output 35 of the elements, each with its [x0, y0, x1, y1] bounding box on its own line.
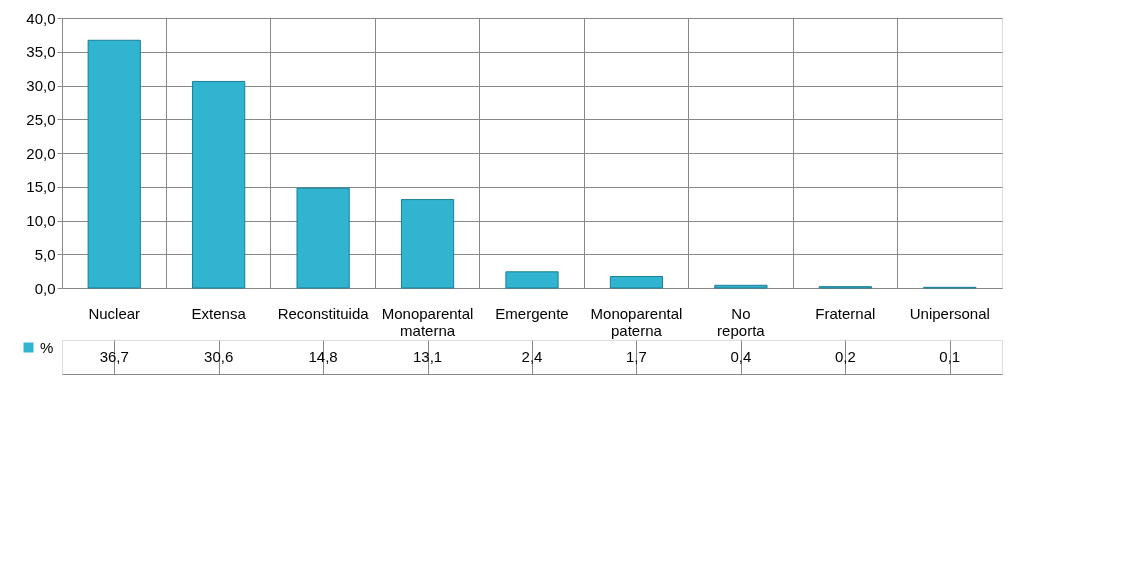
data-label: 14,8 — [308, 348, 338, 365]
x-tick-label: Unipersonal — [909, 304, 990, 322]
x-tick-label: Reconstituida — [277, 304, 370, 322]
bar — [296, 187, 350, 289]
data-label: 0,2 — [834, 348, 856, 365]
data-label: 2,4 — [521, 348, 543, 365]
x-tick-label: Monoparental materna — [381, 304, 474, 339]
data-label: 36,7 — [99, 348, 129, 365]
y-tick-label: 20,0 — [26, 144, 56, 162]
y-tick-label: 5,0 — [34, 245, 56, 263]
x-tick-label: Extensa — [191, 304, 247, 322]
data-label: 0,4 — [730, 348, 752, 365]
x-tick-label: Emergente — [495, 304, 569, 322]
data-label: 0,1 — [939, 348, 961, 365]
legend-label: % — [40, 338, 54, 356]
data-label: 1,7 — [626, 348, 647, 365]
x-tick-label: Fraternal — [815, 304, 876, 322]
y-tick-label: 0,0 — [34, 279, 56, 297]
y-tick-label: 40,0 — [26, 9, 56, 27]
bar — [609, 276, 664, 289]
y-tick-label: 15,0 — [26, 178, 56, 196]
y-tick-label: 30,0 — [26, 77, 56, 94]
data-label: 13,1 — [412, 348, 443, 365]
bar — [505, 271, 559, 289]
y-tick-label: 25,0 — [26, 110, 56, 128]
data-label: 30,6 — [204, 348, 234, 365]
bar — [192, 80, 246, 289]
bar — [400, 199, 455, 289]
bar — [87, 39, 141, 289]
x-tick-label: No reporta — [717, 304, 766, 339]
x-tick-label: Monoparental paterna — [590, 304, 683, 339]
x-tick-label: Nuclear — [88, 304, 141, 322]
y-tick-label: 35,0 — [26, 43, 56, 61]
bar — [714, 284, 768, 289]
y-tick-label: 10,0 — [26, 212, 56, 229]
